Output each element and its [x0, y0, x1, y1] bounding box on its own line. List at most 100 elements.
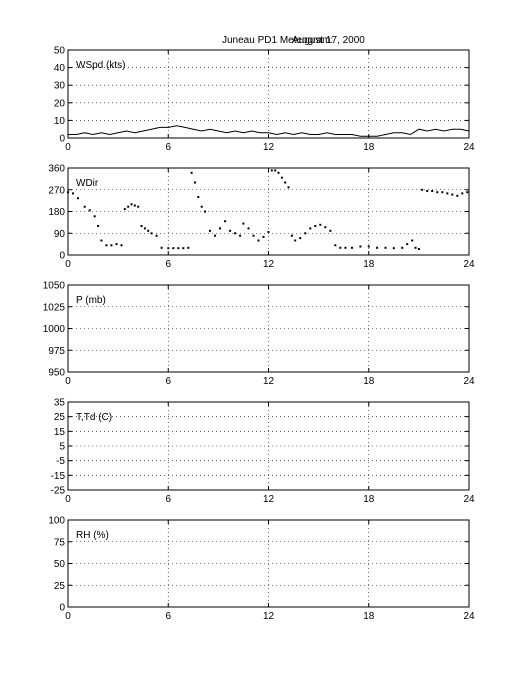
x-tick-label: 0	[65, 259, 71, 270]
y-tick-label: 5	[59, 442, 65, 453]
x-tick-label: 24	[463, 611, 475, 622]
data-point	[72, 192, 74, 195]
data-point	[351, 246, 353, 249]
data-point	[197, 196, 200, 198]
data-point	[277, 171, 280, 174]
data-point	[105, 244, 108, 247]
data-point	[314, 225, 317, 227]
y-tick-label: 10	[54, 116, 66, 127]
y-tick-label: 1050	[43, 281, 66, 292]
data-point	[280, 176, 283, 179]
data-point	[384, 246, 387, 249]
data-point	[123, 208, 126, 211]
data-point	[461, 192, 464, 195]
x-tick-label: 0	[65, 611, 71, 622]
data-point	[421, 188, 424, 191]
y-tick-label: -5	[56, 456, 65, 467]
x-tick-label: 6	[165, 611, 171, 622]
data-point	[414, 246, 417, 249]
data-point	[359, 245, 362, 248]
data-point	[431, 190, 434, 192]
data-point	[137, 205, 140, 208]
panel-pressure: 0 6 12 18 24 950 975 1000 1025 1050 P (mb)	[43, 281, 475, 388]
data-point	[417, 248, 420, 250]
data-point	[190, 171, 193, 174]
data-point	[160, 246, 163, 249]
data-point	[401, 246, 404, 249]
y-tick-label: 15	[54, 427, 66, 438]
data-point	[252, 234, 255, 237]
x-tick-label: 12	[263, 259, 275, 270]
data-point	[376, 246, 379, 249]
y-tick-label: 100	[48, 516, 65, 527]
data-point	[406, 243, 409, 246]
y-tick-label: 360	[48, 164, 65, 175]
data-point	[284, 181, 287, 184]
y-tick-label: 0	[59, 251, 65, 262]
x-tick-label: 6	[165, 259, 171, 270]
data-point	[143, 227, 146, 230]
y-tick-label: -25	[51, 486, 66, 497]
data-point	[177, 247, 180, 250]
y-tick-label: 40	[54, 63, 66, 74]
x-tick-label: 18	[363, 494, 375, 505]
y-tick-label: 90	[54, 229, 66, 240]
data-point	[204, 210, 206, 213]
data-point	[155, 234, 158, 237]
x-tick-label: 12	[263, 494, 275, 505]
data-point	[77, 197, 79, 200]
panel-label: RH (%)	[76, 530, 109, 541]
data-point	[446, 192, 449, 195]
y-tick-label: 25	[54, 412, 66, 423]
x-tick-label: 12	[263, 142, 275, 153]
y-tick-label: 1025	[43, 302, 66, 313]
y-tick-label: 50	[54, 559, 66, 570]
data-point	[426, 190, 429, 192]
panel-label: T,Td (C)	[76, 412, 112, 423]
data-point	[329, 229, 332, 232]
data-point	[219, 227, 221, 230]
x-tick-label: 18	[363, 142, 375, 153]
y-tick-label: 20	[54, 98, 66, 109]
data-point	[319, 223, 322, 226]
data-point	[130, 203, 133, 206]
data-point	[172, 247, 175, 250]
series-line	[68, 125, 470, 137]
y-tick-label: 950	[48, 368, 65, 379]
data-point	[270, 169, 273, 172]
x-tick-label: 12	[263, 376, 275, 387]
data-point	[239, 234, 242, 237]
data-point	[242, 222, 245, 225]
data-point	[247, 227, 250, 230]
data-point	[392, 247, 395, 250]
data-point	[200, 205, 203, 208]
data-point	[456, 194, 459, 197]
data-point	[274, 169, 277, 172]
chart-title-date: August 17, 2000	[292, 35, 365, 46]
x-tick-label: 24	[463, 259, 475, 270]
data-point	[93, 215, 96, 218]
panel-wind-direction: 0 6 12 18 24 0 90 180 270 360 WDir	[48, 164, 475, 271]
panel-wind-speed: 0 6 12 18 24 0 10 20 30 40 50 WSpd (kts)	[54, 46, 475, 154]
y-tick-label: 35	[54, 398, 66, 409]
data-point	[120, 244, 123, 247]
panel-temperature-dewpoint: 0 6 12 18 24 -25 -15 -5 5 15 25 35 T,Td (C)	[51, 398, 475, 506]
y-tick-label: 30	[54, 81, 66, 92]
y-tick-label: 50	[54, 46, 66, 57]
x-tick-label: 0	[65, 494, 71, 505]
data-point	[436, 191, 439, 194]
panel-relative-humidity: 0 6 12 18 24 0 25 50 75 100 RH (%)	[48, 516, 475, 623]
data-point	[100, 239, 103, 242]
panel-label: P (mb)	[76, 295, 106, 306]
data-point	[344, 246, 347, 249]
x-tick-label: 18	[363, 259, 375, 270]
x-tick-label: 0	[65, 376, 71, 387]
x-tick-label: 12	[263, 611, 275, 622]
data-point	[309, 227, 312, 230]
data-point	[209, 229, 211, 232]
data-point	[214, 234, 216, 237]
y-tick-label: 975	[48, 346, 65, 357]
x-tick-label: 18	[363, 376, 375, 387]
x-tick-label: 6	[165, 494, 171, 505]
